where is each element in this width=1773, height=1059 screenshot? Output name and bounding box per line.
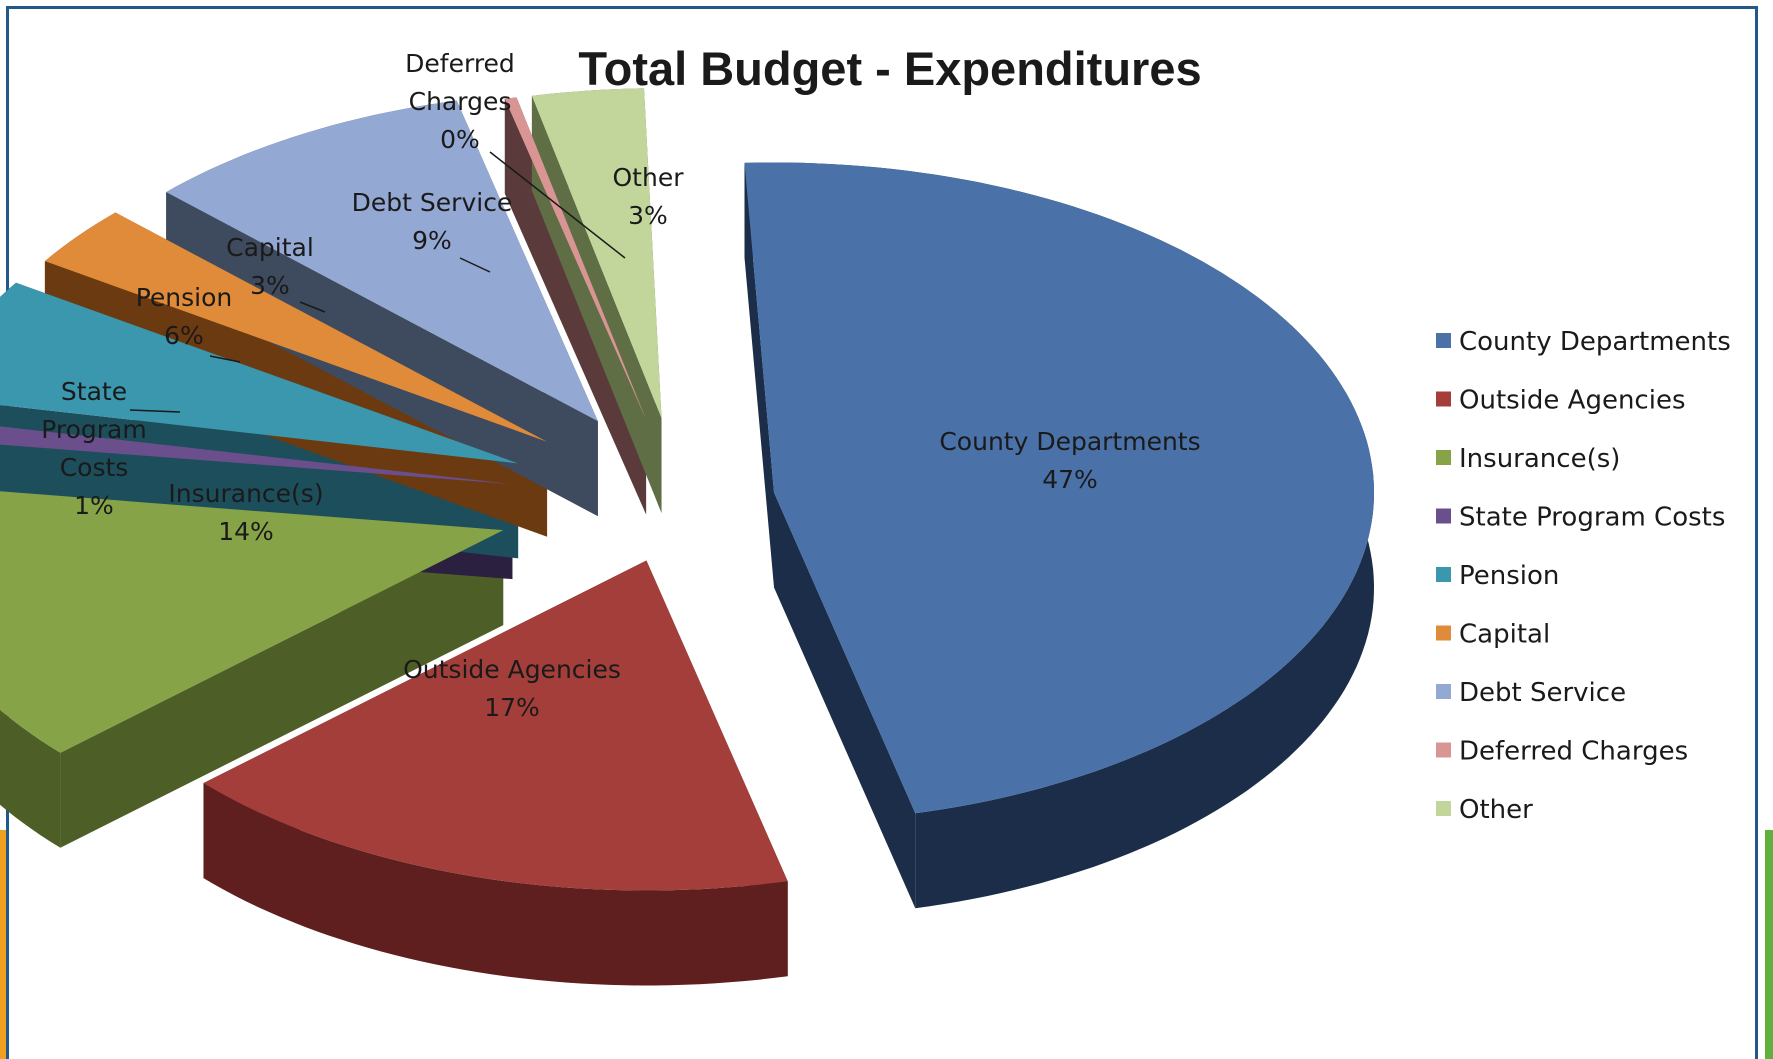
legend-swatch-deferred-charges (1436, 742, 1451, 758)
data-label-deferred-charges-line-0: Deferred (405, 49, 515, 78)
slice-debt-service[interactable] (166, 100, 598, 422)
legend-label-other[interactable]: Other (1459, 795, 1533, 825)
slice-side-outside-agencies (203, 783, 788, 986)
legend-swatch-county-departments (1436, 333, 1451, 348)
legend-label-state-program-costs[interactable]: State Program Costs (1459, 503, 1725, 533)
data-label-debt-service-line-1: 9% (412, 226, 452, 255)
legend-swatch-debt-service (1436, 684, 1451, 699)
legend-label-pension[interactable]: Pension (1459, 561, 1559, 591)
data-label-state-program-costs-line-0: State (61, 377, 127, 406)
legend: County Departments Outside Agencies Insura… (1436, 327, 1731, 825)
slice-insurance-s[interactable] (0, 484, 504, 753)
leader-line-state-program-costs (129, 409, 181, 413)
data-label-outside-agencies-line-1: 17% (484, 693, 540, 722)
legend-swatch-pension (1436, 567, 1451, 582)
data-label-outside-agencies-line-0: Outside Agencies (403, 655, 621, 684)
slice-other[interactable] (531, 88, 662, 419)
data-label-capital-line-0: Capital (226, 233, 314, 262)
data-label-state-program-costs-line-1: Program (41, 415, 146, 444)
data-label-deferred-charges-line-2: 0% (440, 125, 480, 154)
right-accent-bar (1765, 830, 1773, 1059)
data-label-debt-service-line-0: Debt Service (352, 188, 513, 217)
data-label-state-program-costs-line-2: Costs (60, 453, 129, 482)
left-accent-bar (0, 830, 7, 1059)
slice-state-program-costs[interactable] (0, 418, 513, 485)
data-label-county-departments-line-1: 47% (1042, 465, 1098, 494)
legend-swatch-state-program-costs (1436, 508, 1451, 524)
data-label-pension-line-1: 6% (164, 321, 204, 350)
slice-county-departments[interactable] (744, 162, 1375, 814)
data-label-pension-line-0: Pension (136, 283, 233, 312)
data-label-other-line-1: 3% (628, 201, 668, 230)
legend-swatch-other (1436, 801, 1451, 816)
leader-line-debt-service (459, 257, 491, 273)
slice-pension[interactable] (0, 282, 519, 464)
slice-side-insurance-s (0, 709, 61, 848)
data-label-capital-line-1: 3% (250, 271, 290, 300)
data-label-insurance-s-line-0: Insurance(s) (168, 479, 323, 508)
legend-swatch-capital (1436, 625, 1451, 641)
data-label-state-program-costs-line-3: 1% (74, 491, 114, 520)
legend-label-county-departments[interactable]: County Departments (1459, 327, 1731, 357)
slice-tops (0, 88, 1375, 891)
slice-outside-agencies[interactable] (203, 560, 788, 891)
legend-swatch-outside-agencies (1436, 391, 1451, 407)
leader-line-capital (299, 301, 326, 313)
slice-capital[interactable] (44, 212, 548, 442)
chart-title: Total Budget - Expenditures (578, 42, 1201, 95)
legend-swatch-insurance-s (1436, 450, 1451, 465)
leader-lines (129, 151, 626, 413)
data-label-deferred-charges-line-1: Charges (409, 87, 512, 116)
legend-label-deferred-charges[interactable]: Deferred Charges (1459, 737, 1688, 767)
legend-label-insurance-s[interactable]: Insurance(s) (1459, 444, 1620, 474)
leader-line-pension (209, 355, 241, 363)
data-label-other-line-0: Other (613, 163, 685, 192)
data-label-county-departments-line-0: County Departments (939, 427, 1200, 456)
slice-deferred-charges[interactable] (504, 97, 647, 420)
data-labels: County Departments 47% Outside Agencies 17%… (41, 49, 1200, 722)
data-label-insurance-s-line-1: 14% (218, 517, 274, 546)
slice-wall-county-departments (744, 162, 916, 909)
legend-label-outside-agencies[interactable]: Outside Agencies (1459, 386, 1686, 416)
leader-line-deferred-charges (489, 151, 626, 259)
legend-label-capital[interactable]: Capital (1459, 620, 1550, 650)
legend-label-debt-service[interactable]: Debt Service (1459, 678, 1626, 708)
